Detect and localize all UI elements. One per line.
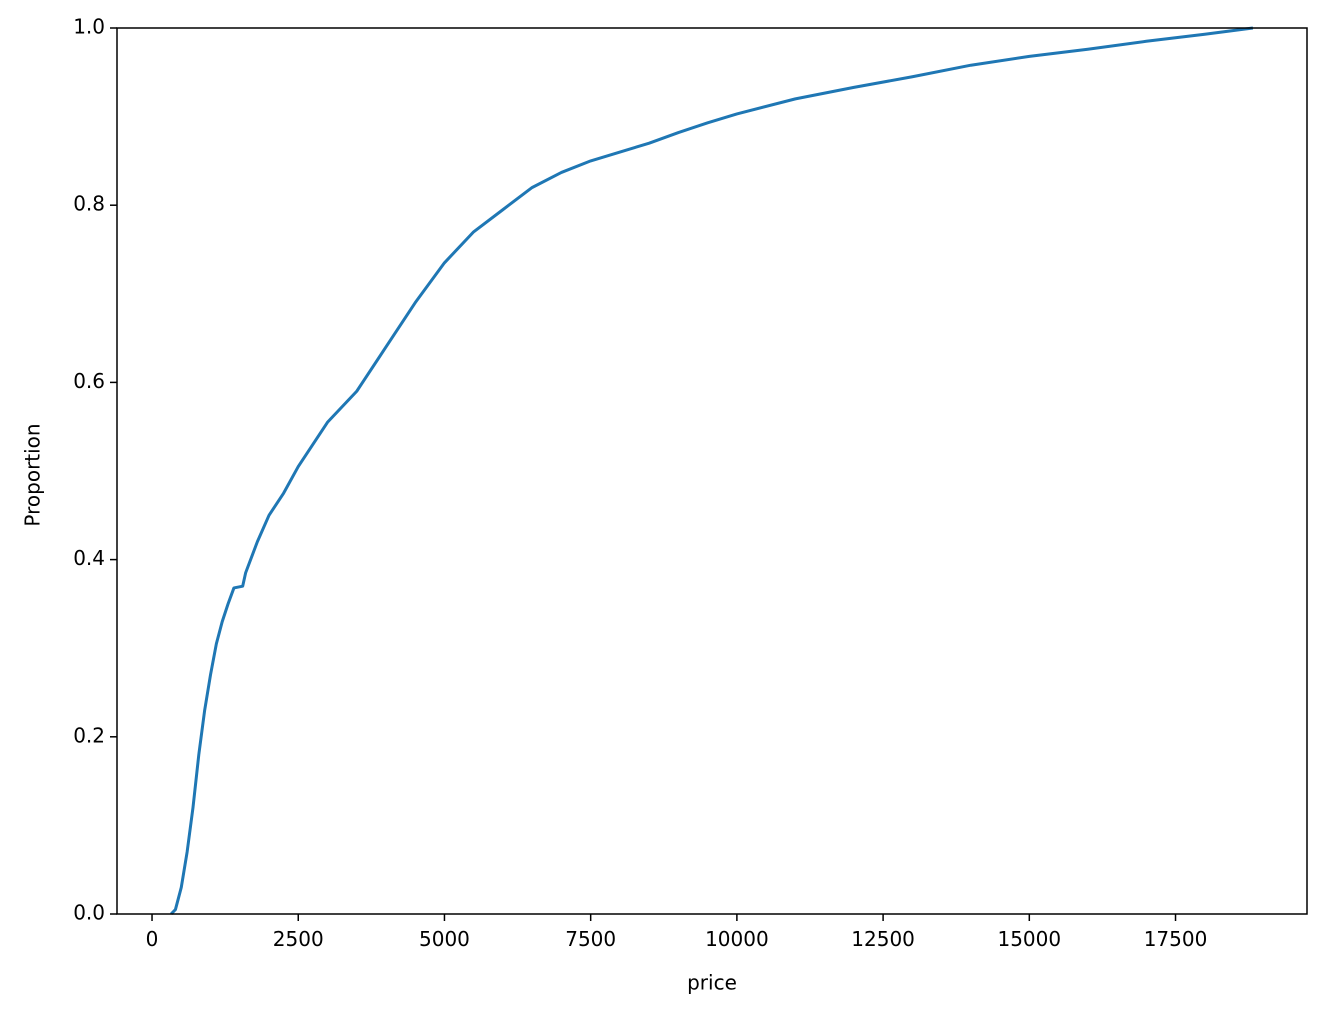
x-tick-label: 7500	[565, 927, 616, 951]
x-tick-label: 12500	[851, 927, 915, 951]
ecdf-line	[170, 26, 1254, 916]
x-tick-label: 17500	[1144, 927, 1208, 951]
x-tick-label: 2500	[273, 927, 324, 951]
y-tick-label: 1.0	[73, 15, 105, 39]
x-tick-label: 10000	[705, 927, 769, 951]
y-tick-label: 0.8	[73, 192, 105, 216]
x-tick-label: 0	[146, 927, 159, 951]
x-tick-label: 15000	[997, 927, 1061, 951]
y-tick-label: 0.4	[73, 546, 105, 570]
x-tick-label: 5000	[419, 927, 470, 951]
plot-frame	[116, 27, 1308, 915]
y-tick-label: 0.6	[73, 369, 105, 393]
y-tick-label: 0.0	[73, 901, 105, 925]
y-tick-label: 0.2	[73, 723, 105, 747]
y-axis-label: Proportion	[21, 423, 45, 526]
x-axis-label: price	[687, 971, 737, 995]
